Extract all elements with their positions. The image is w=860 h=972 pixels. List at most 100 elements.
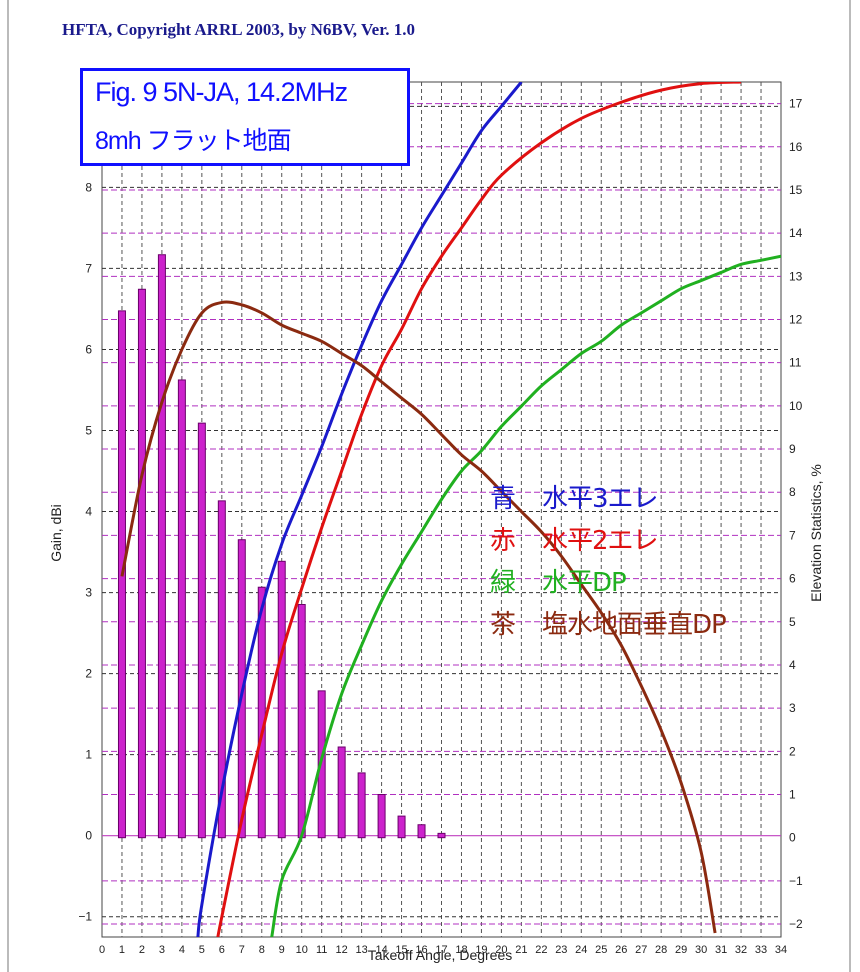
x-tick-label: 20 — [495, 944, 507, 956]
x-tick-label: 21 — [515, 944, 527, 956]
x-tick-label: 3 — [159, 944, 165, 956]
y-tick-label: 1 — [85, 748, 92, 762]
series-line-2ele — [216, 82, 742, 937]
x-tick-label: 29 — [675, 944, 687, 956]
x-tick-label: 31 — [715, 944, 727, 956]
x-tick-label: 33 — [755, 944, 767, 956]
legend-entry-green: 緑水平DP — [490, 562, 627, 599]
y2-tick-label: 10 — [789, 399, 803, 413]
x-tick-label: 28 — [655, 944, 667, 956]
y-tick-label: 6 — [85, 342, 92, 356]
y2-tick-label: 2 — [789, 744, 796, 758]
legend-entry-blue: 青水平3エレ — [490, 478, 659, 515]
elevation-bar — [277, 560, 286, 839]
y2-tick-label: −1 — [789, 874, 803, 888]
x-axis-title: Takeoff Angle, Degrees — [367, 947, 513, 963]
y-tick-label: −1 — [78, 910, 92, 924]
y2-tick-label: 15 — [789, 183, 803, 197]
x-tick-label: 6 — [219, 944, 225, 956]
y2-tick-label: 5 — [789, 615, 796, 629]
elevation-bar — [437, 832, 446, 839]
x-tick-label: 32 — [735, 944, 747, 956]
elevation-bar — [297, 604, 306, 839]
y2-tick-label: 6 — [789, 572, 796, 586]
series-line-dipole — [270, 254, 781, 937]
x-tick-label: 7 — [239, 944, 245, 956]
x-tick-label: 12 — [336, 944, 348, 956]
y2-tick-label: −2 — [789, 917, 803, 931]
y-axis-title: Gain, dBi — [48, 504, 64, 562]
legend-key: 茶 — [490, 610, 516, 640]
elevation-bar — [157, 254, 166, 839]
x-tick-label: 17 — [435, 944, 447, 956]
series-line-vertical — [120, 300, 717, 934]
y2-tick-label: 16 — [789, 140, 803, 154]
elevation-bar — [417, 824, 426, 839]
x-tick-label: 8 — [259, 944, 265, 956]
y2-tick-label: 17 — [789, 97, 803, 111]
figure-caption-line1: Fig. 9 5N-JA, 14.2MHz — [95, 77, 348, 107]
y2-tick-label: 8 — [789, 485, 796, 499]
x-tick-label: 22 — [535, 944, 547, 956]
x-tick-label: 19 — [475, 944, 487, 956]
y2-tick-label: 14 — [789, 226, 803, 240]
elevation-bar — [217, 500, 226, 839]
y2-axis-title: Elevation Statistics, % — [808, 464, 824, 602]
elevation-bar — [377, 794, 386, 839]
x-tick-label: 18 — [455, 944, 467, 956]
x-tick-label: 27 — [635, 944, 647, 956]
legend-label: 水平3エレ — [542, 484, 659, 514]
legend-entry-red: 赤水平2エレ — [490, 520, 659, 557]
x-tick-label: 1 — [119, 944, 125, 956]
y-tick-label: 5 — [85, 423, 92, 437]
x-tick-label: 5 — [199, 944, 205, 956]
elevation-bar — [257, 586, 266, 839]
y2-tick-label: 11 — [789, 356, 802, 370]
elevation-bar — [197, 422, 206, 839]
series-line-3ele — [196, 82, 523, 937]
legend-label: 水平2エレ — [542, 526, 659, 556]
y2-tick-label: 0 — [789, 831, 796, 845]
elevation-bar — [137, 288, 146, 839]
y-tick-label: 7 — [85, 261, 92, 275]
app-title: HFTA, Copyright ARRL 2003, by N6BV, Ver.… — [62, 20, 415, 39]
x-tick-label: 4 — [179, 944, 185, 956]
y-tick-label: 2 — [85, 667, 92, 681]
legend-label: 水平DP — [542, 568, 627, 598]
x-tick-label: 13 — [355, 944, 367, 956]
y-tick-label: 4 — [85, 505, 92, 519]
y-tick-label: 0 — [85, 829, 92, 843]
x-tick-label: 14 — [375, 944, 387, 956]
x-tick-label: 24 — [575, 944, 587, 956]
elevation-bar — [397, 815, 406, 839]
figure-caption-line2: 8mh フラット地面 — [95, 127, 292, 155]
x-tick-label: 10 — [296, 944, 308, 956]
legend-key: 赤 — [490, 526, 516, 556]
x-tick-label: 30 — [695, 944, 707, 956]
x-tick-label: 26 — [615, 944, 627, 956]
figure-annotation-box: Fig. 9 5N-JA, 14.2MHz 8mh フラット地面 — [80, 68, 410, 166]
legend-label: 塩水地面垂直DP — [542, 610, 727, 640]
x-tick-label: 25 — [595, 944, 607, 956]
y2-tick-label: 13 — [789, 269, 803, 283]
elevation-bar — [357, 772, 366, 839]
x-tick-label: 16 — [415, 944, 427, 956]
x-tick-label: 2 — [139, 944, 145, 956]
elevation-bar — [177, 379, 186, 839]
y-tick-label: 8 — [85, 180, 92, 194]
x-tick-label: 9 — [279, 944, 285, 956]
y2-tick-label: 12 — [789, 313, 803, 327]
y2-tick-label: 3 — [789, 701, 796, 715]
legend-entry-brown: 茶塩水地面垂直DP — [490, 604, 727, 641]
y2-tick-label: 4 — [789, 658, 796, 672]
x-tick-label: 0 — [99, 944, 105, 956]
x-tick-label: 11 — [316, 944, 327, 956]
y-tick-label: 3 — [85, 586, 92, 600]
x-tick-label: 15 — [395, 944, 407, 956]
y2-tick-label: 1 — [789, 788, 796, 802]
x-tick-label: 34 — [775, 944, 787, 956]
legend-key: 緑 — [490, 568, 516, 598]
x-tick-label: 23 — [555, 944, 567, 956]
